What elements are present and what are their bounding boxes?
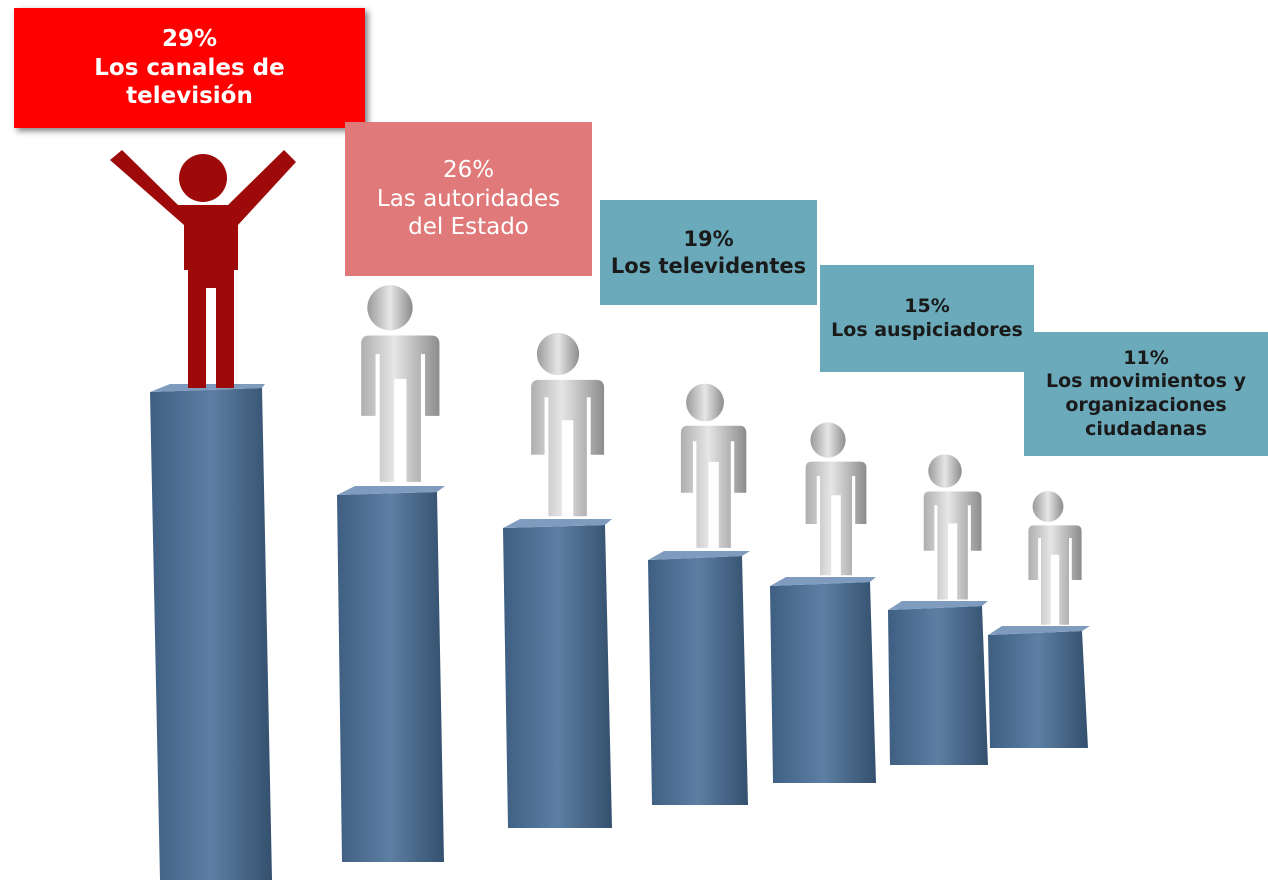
label: Las autoridades del Estado bbox=[376, 185, 561, 241]
percent: 26% bbox=[442, 156, 495, 183]
winner-figure bbox=[110, 150, 296, 388]
pedestals bbox=[150, 384, 1090, 880]
label-box: 19% Los televidentes bbox=[600, 200, 817, 305]
label-box: 11% Los movimientos y organizaciones ciu… bbox=[1024, 332, 1268, 456]
label-box: 15% Los auspiciadores bbox=[820, 265, 1034, 372]
percent: 15% bbox=[904, 294, 950, 317]
label: Los canales de televisión bbox=[94, 54, 285, 110]
label-box: 29% Los canales de televisión bbox=[14, 8, 365, 128]
label: Los movimientos y organizaciones ciudada… bbox=[1045, 370, 1246, 440]
label-box: 26% Las autoridades del Estado bbox=[345, 122, 592, 276]
percent: 11% bbox=[1123, 346, 1169, 369]
percent: 19% bbox=[683, 227, 734, 252]
label: Los televidentes bbox=[610, 253, 807, 278]
label: Los auspiciadores bbox=[831, 318, 1023, 341]
percent: 29% bbox=[161, 25, 218, 52]
